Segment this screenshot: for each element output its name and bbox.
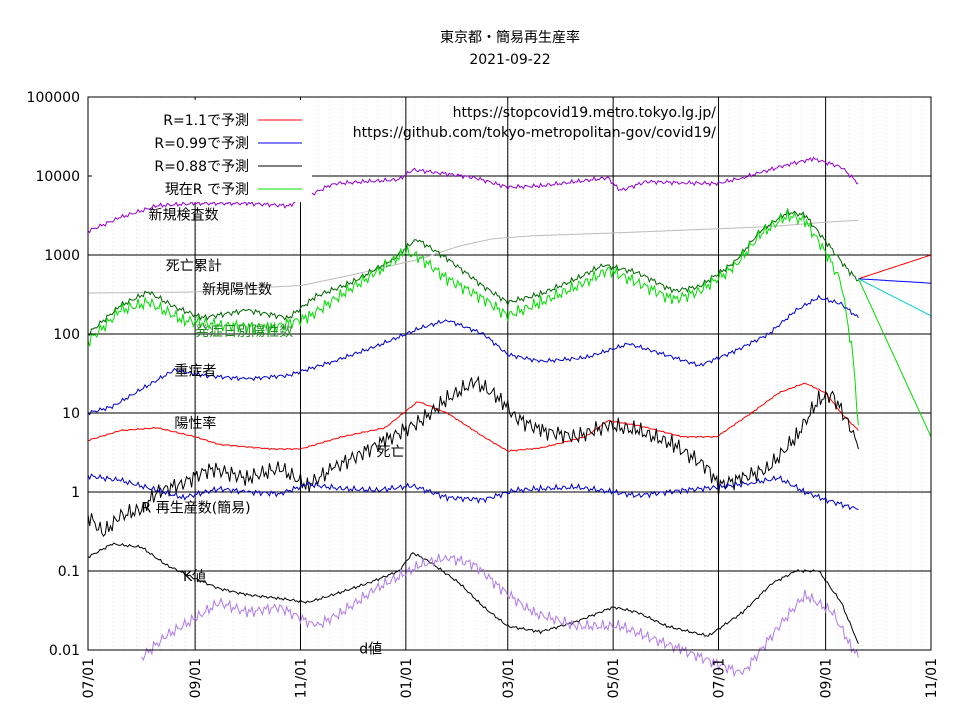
series-label: 重症者 — [174, 363, 216, 379]
series-line — [858, 254, 932, 280]
y-tick-label: 10 — [62, 406, 80, 422]
y-tick-label: 100000 — [27, 90, 80, 106]
series-label: 新規陽性数 — [202, 282, 272, 298]
y-tick-label: 0.1 — [58, 564, 80, 580]
projection-lines — [857, 254, 932, 438]
x-tick-label: 09/01 — [819, 658, 835, 698]
legend-box — [92, 100, 312, 202]
series-line — [87, 473, 859, 511]
x-tick-label: 03/01 — [501, 658, 517, 698]
series-label: 新規検査数 — [148, 208, 218, 224]
series-label: 死亡累計 — [166, 258, 222, 274]
y-tick-label: 1 — [71, 485, 80, 501]
url-1: https://stopcovid19.metro.tokyo.lg.jp/ — [453, 105, 717, 121]
series-line — [87, 156, 859, 234]
legend-label: R=1.1で予測 — [163, 113, 249, 129]
series-label: R 再生産数(簡易) — [142, 501, 251, 517]
x-tick-label: 07/01 — [712, 658, 728, 698]
series-line — [87, 542, 859, 644]
axes: 0.01 0.1 1 10 100 1000 10000 100000 07/01 09/01 11… — [27, 90, 940, 698]
x-tick-label: 07/01 — [81, 658, 97, 698]
url-2: https://github.com/tokyo-metropolitan-go… — [353, 125, 717, 141]
y-tick-label: 1000 — [44, 248, 80, 264]
chart-title: 東京都・簡易再生産率 — [440, 29, 580, 46]
series-line — [858, 278, 932, 284]
series-label: d値 — [359, 642, 382, 658]
legend-label: R=0.99で予測 — [154, 136, 249, 152]
chart-subtitle: 2021-09-22 — [469, 52, 550, 68]
series-label: 発症日別陽性数 — [195, 324, 293, 340]
y-tick-label: 10000 — [35, 169, 80, 185]
series-line — [88, 219, 859, 294]
series-lines — [87, 156, 859, 678]
series-label: K値 — [183, 569, 206, 585]
x-tick-label: 01/01 — [399, 658, 415, 698]
x-tick-label: 11/01 — [924, 658, 940, 698]
series-line — [141, 553, 859, 678]
series-line — [858, 278, 932, 317]
series-label: 陽性率 — [174, 415, 216, 432]
x-tick-label: 05/01 — [606, 658, 622, 698]
legend-label: R=0.88で予測 — [154, 159, 249, 175]
series-line — [87, 294, 859, 416]
series-label: 死亡 — [376, 445, 404, 461]
y-tick-label: 100 — [53, 327, 80, 343]
series-line — [87, 207, 859, 337]
series-line — [87, 375, 859, 537]
x-tick-label: 11/01 — [293, 658, 309, 698]
plot-frame — [87, 96, 932, 651]
series-line — [87, 209, 859, 426]
series-line — [857, 278, 932, 438]
y-tick-label: 0.01 — [49, 643, 80, 659]
series-line — [87, 382, 859, 452]
legend-label: 現在R で予測 — [165, 182, 249, 198]
x-tick-label: 09/01 — [188, 658, 204, 698]
